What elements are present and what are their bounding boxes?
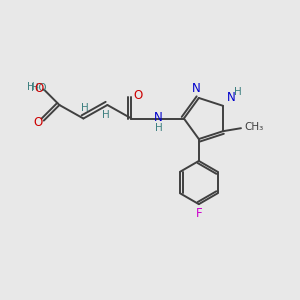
Text: O: O bbox=[34, 116, 43, 129]
Text: N: N bbox=[191, 82, 200, 95]
Text: O: O bbox=[134, 89, 142, 102]
Text: H: H bbox=[102, 110, 110, 121]
Text: O: O bbox=[35, 82, 44, 95]
Text: H: H bbox=[154, 123, 162, 133]
Text: CH₃: CH₃ bbox=[244, 122, 263, 132]
Text: F: F bbox=[196, 207, 202, 220]
Text: H: H bbox=[27, 82, 35, 92]
Text: N: N bbox=[154, 111, 163, 124]
Text: H: H bbox=[81, 103, 89, 113]
Text: H: H bbox=[31, 83, 39, 93]
Text: H: H bbox=[234, 87, 242, 97]
Text: N: N bbox=[227, 91, 236, 104]
Text: ·O: ·O bbox=[36, 83, 47, 93]
